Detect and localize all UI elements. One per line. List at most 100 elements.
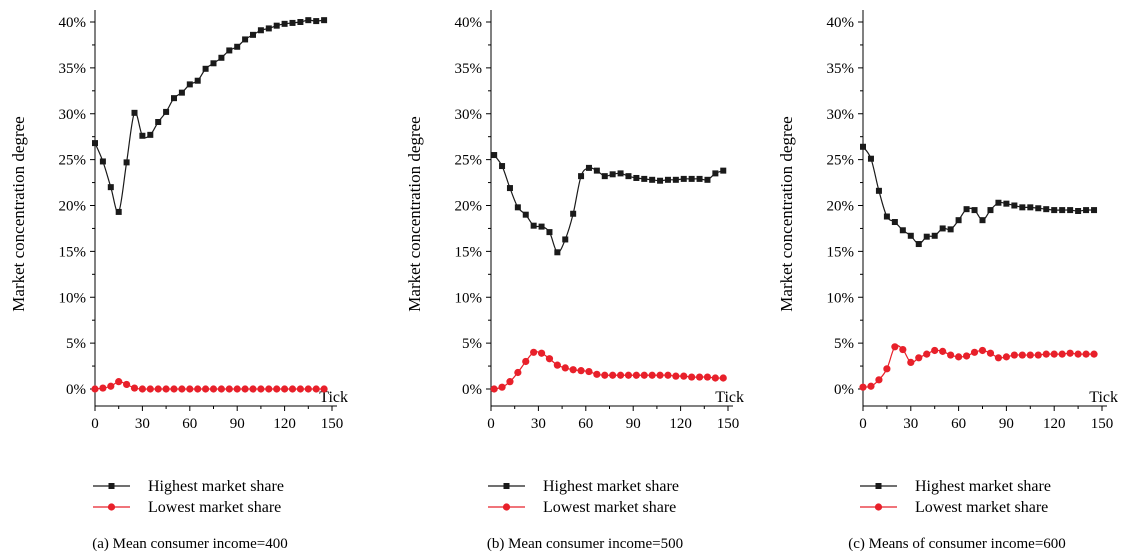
data-point-square	[657, 177, 664, 184]
data-point-circle	[680, 372, 688, 380]
data-point-square	[178, 89, 185, 96]
data-point-circle	[624, 371, 633, 379]
x-tick-label: 60	[951, 416, 966, 432]
y-tick-label: 30%	[455, 107, 483, 123]
x-tick-label: 90	[626, 416, 641, 432]
x-axis-label: Tick	[319, 389, 348, 406]
data-point-square	[907, 232, 914, 239]
x-tick-label: 120	[669, 416, 692, 432]
data-point-square	[931, 232, 938, 239]
x-tick-label: 150	[717, 416, 740, 432]
data-point-circle	[899, 345, 907, 354]
data-point-square	[163, 108, 170, 115]
y-tick-label: 10%	[59, 290, 87, 306]
data-point-square	[625, 173, 632, 180]
data-point-square	[218, 54, 225, 61]
data-point-square	[538, 223, 545, 230]
data-point-circle	[867, 382, 875, 390]
data-point-circle	[257, 385, 265, 393]
data-point-square	[649, 176, 656, 183]
data-point-circle	[490, 385, 498, 393]
legend-marker-square	[875, 483, 882, 489]
data-point-square	[297, 19, 304, 25]
y-tick-label: 0%	[462, 382, 482, 398]
data-point-circle	[522, 357, 530, 366]
data-point-square	[171, 95, 177, 102]
data-point-square	[680, 175, 687, 182]
x-tick-label: 60	[182, 416, 197, 432]
data-point-square	[1083, 207, 1090, 214]
data-point-square	[506, 185, 513, 192]
data-point-square	[585, 164, 592, 171]
data-point-circle	[1050, 350, 1058, 358]
series-line-1	[862, 344, 1095, 388]
y-tick-label: 0%	[834, 382, 854, 398]
data-point-circle	[514, 368, 522, 377]
data-point-circle	[288, 385, 297, 393]
data-point-square	[273, 22, 280, 29]
data-point-circle	[162, 385, 170, 393]
data-point-circle	[209, 385, 218, 393]
data-point-circle	[695, 373, 704, 381]
data-point-square	[979, 217, 986, 224]
y-tick-label: 0%	[66, 382, 86, 398]
data-point-square	[609, 171, 616, 178]
data-point-circle	[609, 371, 617, 379]
chart-caption: (c) Means of consumer income=600	[848, 536, 1066, 552]
data-point-square	[242, 36, 249, 43]
data-point-circle	[569, 366, 577, 374]
data-point-square	[963, 206, 970, 213]
data-point-square	[99, 158, 106, 165]
y-tick-label: 10%	[827, 290, 855, 306]
y-tick-label: 20%	[59, 199, 87, 215]
y-tick-label: 15%	[455, 244, 483, 260]
series-line-1	[494, 351, 724, 390]
y-tick-label: 35%	[59, 61, 87, 77]
data-point-square	[860, 143, 866, 150]
legend-label-0: Highest market share	[543, 478, 679, 495]
chart-caption: (a) Mean consumer income=400	[92, 536, 287, 552]
data-point-square	[186, 81, 193, 88]
data-point-square	[987, 207, 994, 214]
data-point-square	[633, 174, 640, 181]
data-point-circle	[1018, 351, 1026, 359]
data-point-circle	[593, 370, 601, 378]
data-point-square	[514, 204, 521, 211]
data-point-square	[554, 249, 561, 256]
data-point-circle	[907, 358, 915, 366]
data-point-square	[617, 170, 624, 177]
data-point-square	[115, 208, 122, 215]
x-tick-label: 0	[859, 416, 867, 432]
data-point-square	[891, 219, 898, 226]
data-point-circle	[233, 385, 241, 393]
data-point-square	[281, 20, 288, 27]
data-point-circle	[130, 384, 139, 392]
data-point-circle	[875, 376, 883, 384]
data-point-square	[522, 211, 529, 218]
data-point-circle	[225, 385, 233, 393]
data-point-circle	[955, 353, 963, 361]
data-point-square	[491, 152, 498, 159]
data-point-circle	[281, 385, 289, 393]
data-point-square	[593, 167, 600, 174]
data-point-square	[265, 25, 272, 32]
x-tick-label: 30	[531, 416, 546, 432]
data-point-circle	[115, 378, 123, 386]
series-line-0	[94, 19, 325, 213]
data-point-circle	[577, 367, 585, 375]
data-point-square	[155, 119, 162, 126]
y-tick-label: 35%	[827, 61, 855, 77]
x-axis-label: Tick	[1089, 389, 1118, 406]
data-point-circle	[304, 385, 312, 393]
data-point-circle	[672, 372, 680, 380]
data-point-square	[923, 233, 930, 240]
data-point-circle	[719, 374, 727, 382]
data-point-square	[899, 227, 906, 234]
legend-marker-square	[108, 483, 115, 489]
y-tick-label: 30%	[59, 107, 87, 123]
data-point-circle	[585, 367, 593, 376]
data-point-circle	[1010, 351, 1018, 359]
data-point-circle	[962, 352, 971, 360]
data-point-circle	[656, 371, 664, 379]
